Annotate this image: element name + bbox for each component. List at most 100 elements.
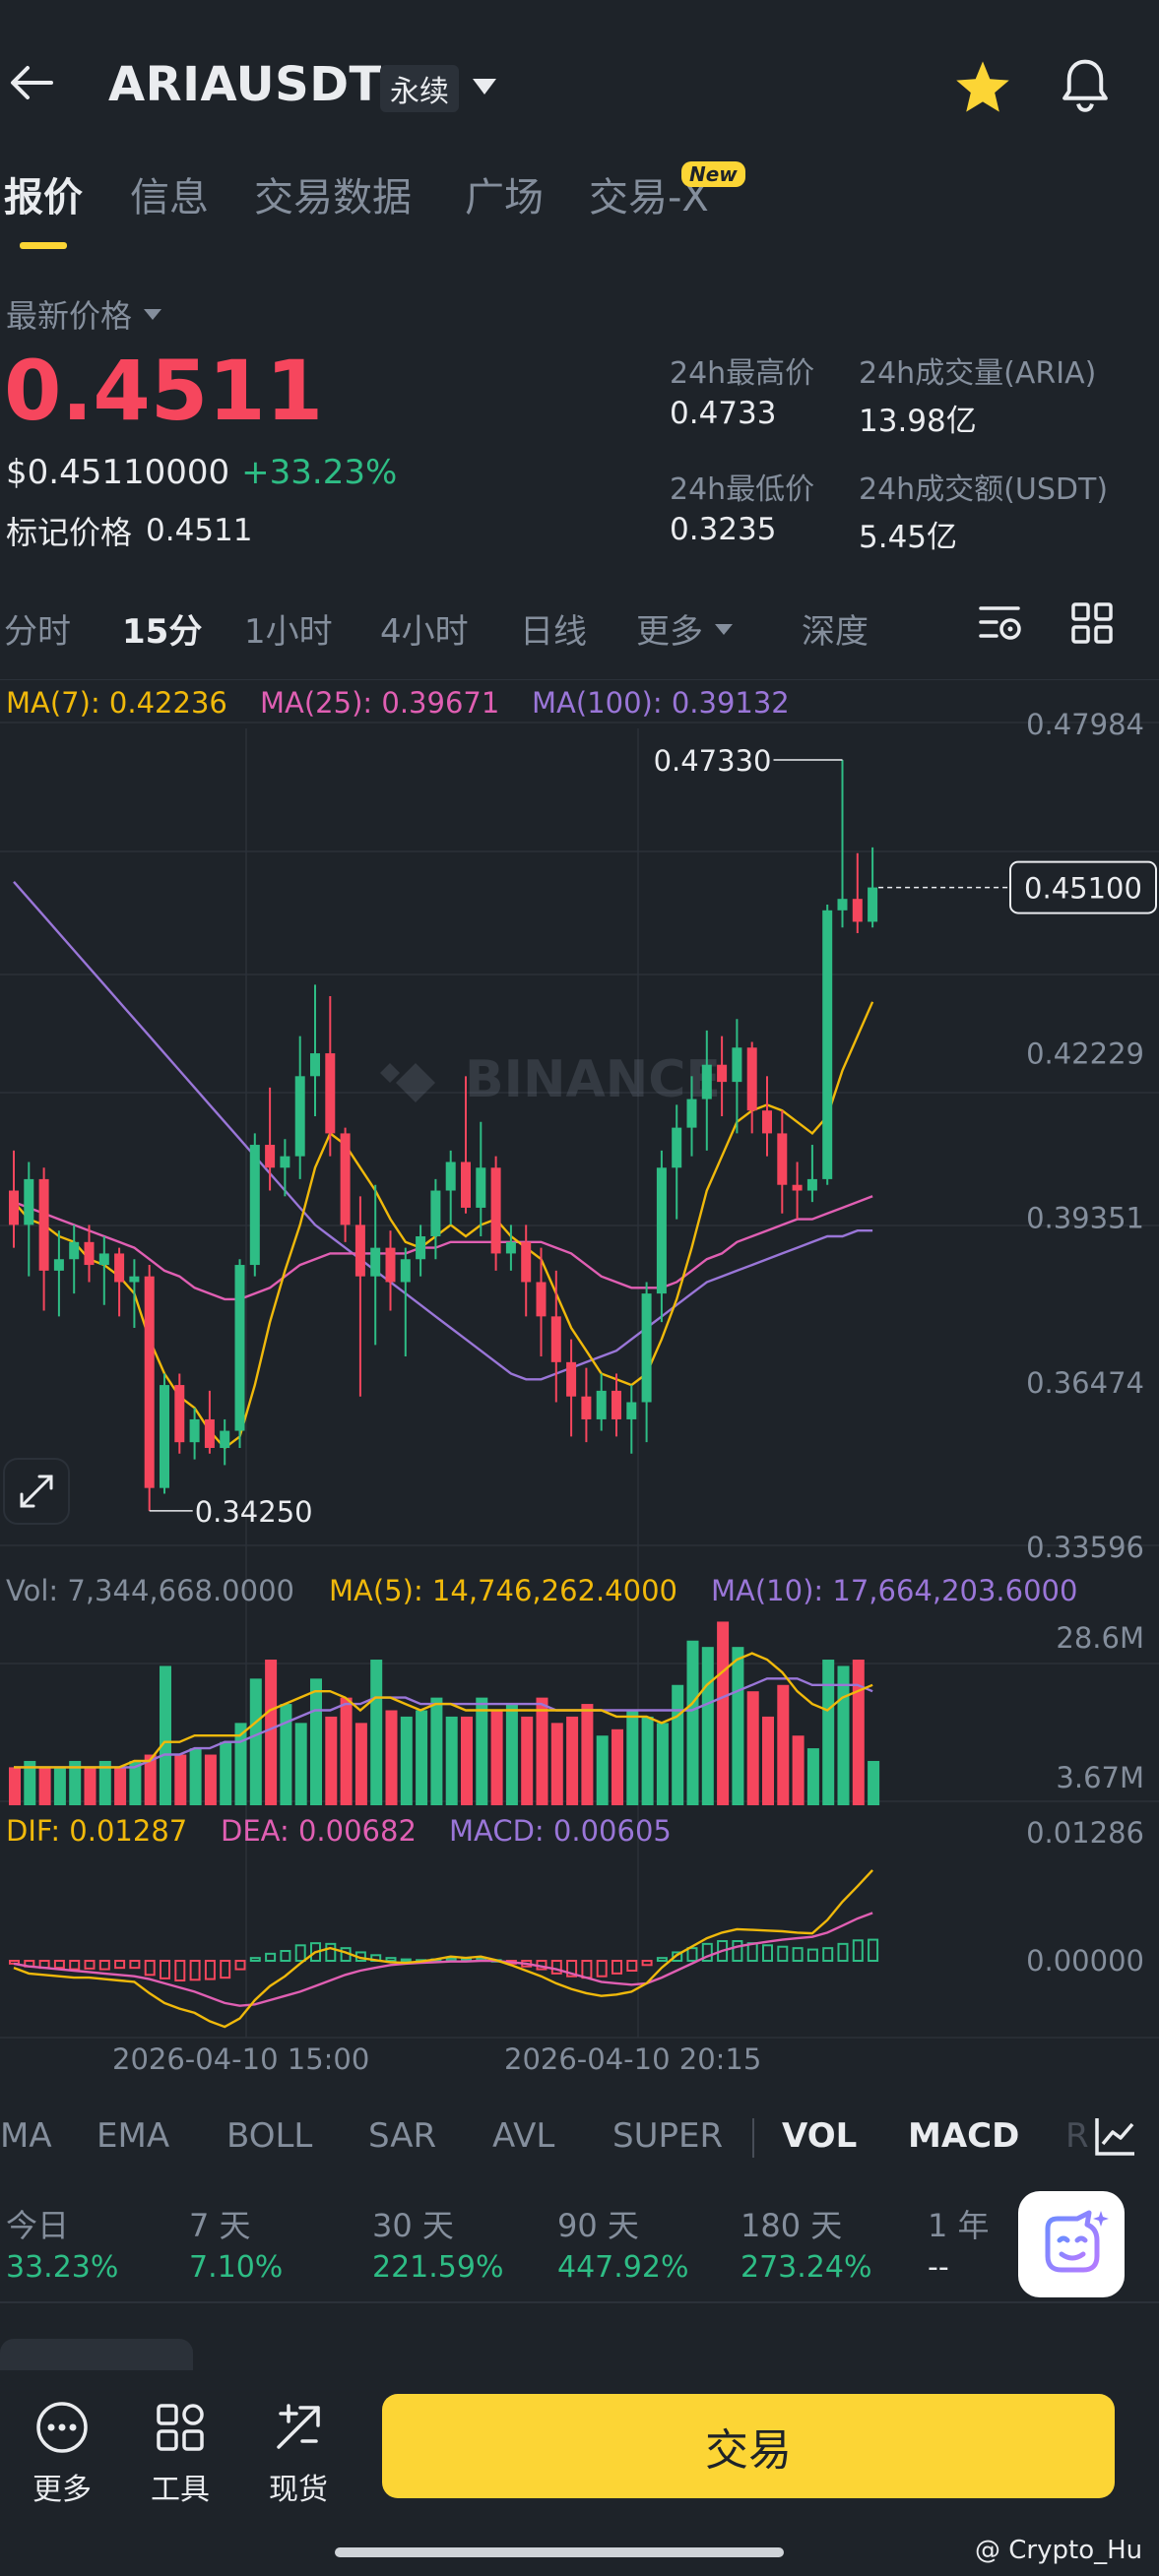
volume-bar bbox=[69, 1760, 82, 1805]
latest-price-selector[interactable]: 最新价格 bbox=[6, 291, 163, 337]
perf-value: 7.10% bbox=[189, 2250, 284, 2285]
ai-assistant-button[interactable] bbox=[1018, 2191, 1125, 2297]
candle-body bbox=[550, 1316, 561, 1362]
volume-bar bbox=[385, 1710, 398, 1805]
candle-body bbox=[340, 1133, 351, 1225]
perf-30d: 30 天 221.59% bbox=[372, 2201, 503, 2285]
candle-body bbox=[280, 1156, 290, 1168]
vol-ma5-line bbox=[14, 1652, 873, 1769]
volume-bar bbox=[9, 1767, 21, 1805]
grid-layout-icon[interactable] bbox=[1071, 602, 1113, 653]
more-button[interactable]: 更多 bbox=[18, 2400, 106, 2508]
volume-bar bbox=[868, 1760, 880, 1805]
current-price-tag-box bbox=[1009, 860, 1157, 914]
volume-bar bbox=[521, 1716, 534, 1805]
active-tab-indicator bbox=[20, 242, 67, 249]
interval-1h[interactable]: 1小时 bbox=[244, 612, 333, 652]
candle-body bbox=[717, 1064, 728, 1083]
star-icon[interactable] bbox=[953, 59, 1012, 118]
volume-bar bbox=[38, 1767, 51, 1805]
spot-button[interactable]: 现货 bbox=[254, 2400, 343, 2508]
volume-bar bbox=[265, 1660, 278, 1805]
candle-body bbox=[249, 1145, 260, 1266]
chevron-down-icon[interactable] bbox=[471, 77, 498, 100]
volume-bar bbox=[370, 1660, 383, 1805]
macd-hist-bar bbox=[220, 1960, 231, 1979]
trade-button[interactable]: 交易 bbox=[382, 2394, 1115, 2498]
interval-more[interactable]: 更多 bbox=[636, 604, 735, 653]
macd-hist-bar bbox=[400, 1958, 412, 1963]
volume-bar bbox=[84, 1767, 97, 1805]
candle-body bbox=[160, 1385, 169, 1488]
usd-price-row: $0.45110000 +33.23% bbox=[6, 453, 397, 492]
indicator-r[interactable]: R bbox=[1065, 2116, 1089, 2156]
latest-price-label: 最新价格 bbox=[6, 297, 133, 335]
author-watermark: @ Crypto_Hu bbox=[975, 2536, 1143, 2565]
interval-4h[interactable]: 4小时 bbox=[380, 612, 469, 652]
volume-bar bbox=[114, 1767, 127, 1805]
candle-body bbox=[310, 1053, 320, 1077]
kline-chart[interactable]: BINANCE MA(7): 0.42236 MA(25): 0.39671 M… bbox=[0, 679, 1159, 2097]
volume-bar bbox=[746, 1691, 759, 1805]
indicator-vol[interactable]: VOL bbox=[782, 2116, 858, 2156]
macd-hist-bar bbox=[641, 1960, 653, 1967]
interval-1d[interactable]: 日线 bbox=[520, 612, 587, 652]
candle-body bbox=[38, 1178, 49, 1271]
high-marker-label: 0.47330 bbox=[654, 744, 772, 778]
macd-hist-bar bbox=[174, 1960, 186, 1981]
volume-bar bbox=[792, 1735, 805, 1805]
perf-90d: 90 天 447.92% bbox=[557, 2201, 688, 2285]
indicator-sar[interactable]: SAR bbox=[368, 2116, 437, 2156]
indicator-avl[interactable]: AVL bbox=[492, 2116, 555, 2156]
bell-icon[interactable] bbox=[1058, 57, 1113, 118]
tab-info[interactable]: 信息 bbox=[130, 175, 209, 220]
indicator-ma[interactable]: MA bbox=[0, 2116, 52, 2156]
macd-hist-bar bbox=[249, 1957, 261, 1962]
tab-quote[interactable]: 报价 bbox=[4, 175, 83, 220]
mark-price-label: 标记价格 bbox=[6, 514, 133, 551]
macd-hist-bar bbox=[114, 1960, 126, 1970]
candle-body bbox=[581, 1396, 592, 1419]
candle-body bbox=[822, 910, 833, 1179]
interval-tick[interactable]: 分时 bbox=[4, 612, 71, 652]
price-axis-label: 0.42229 bbox=[1026, 1037, 1144, 1070]
ma7-line bbox=[13, 1001, 874, 1450]
tools-button[interactable]: 工具 bbox=[136, 2400, 225, 2508]
tab-trading-data[interactable]: 交易数据 bbox=[254, 175, 412, 220]
contract-type-badge: 永续 bbox=[380, 65, 459, 112]
24h-high-value: 0.4733 bbox=[670, 396, 777, 431]
indicator-super[interactable]: SUPER bbox=[612, 2116, 724, 2156]
indicator-ema[interactable]: EMA bbox=[97, 2116, 170, 2156]
more-label: 更多 bbox=[32, 2473, 92, 2507]
chart-settings-icon[interactable] bbox=[979, 602, 1024, 653]
candle-body bbox=[566, 1361, 577, 1397]
volume-bar bbox=[536, 1697, 548, 1805]
candle-body bbox=[204, 1418, 215, 1448]
indicator-boll[interactable]: BOLL bbox=[226, 2116, 313, 2156]
tab-square[interactable]: 广场 bbox=[465, 175, 544, 220]
symbol-title[interactable]: ARIAUSDT bbox=[108, 57, 382, 112]
volume-bar bbox=[641, 1716, 654, 1805]
volume-bar bbox=[505, 1704, 518, 1805]
volume-bar bbox=[490, 1710, 503, 1805]
volume-bar bbox=[144, 1754, 157, 1805]
volume-bar bbox=[310, 1678, 322, 1805]
macd-hist-bar bbox=[550, 1960, 562, 1975]
candle-body bbox=[626, 1402, 637, 1419]
macd-hist-bar bbox=[98, 1960, 110, 1971]
candle-body bbox=[852, 899, 863, 922]
indicator-macd[interactable]: MACD bbox=[908, 2116, 1020, 2156]
fullscreen-button[interactable] bbox=[3, 1458, 70, 1525]
volume-bar bbox=[837, 1665, 850, 1805]
back-arrow-icon[interactable] bbox=[8, 59, 55, 110]
indicator-settings-icon[interactable] bbox=[1093, 2114, 1138, 2167]
macd-axis-label: 0.00000 bbox=[1026, 1944, 1144, 1978]
volume-bar bbox=[129, 1760, 142, 1805]
mark-price-value: 0.4511 bbox=[146, 513, 253, 548]
interval-15m[interactable]: 15分 bbox=[122, 612, 203, 652]
macd-hist-bar bbox=[717, 1940, 729, 1962]
macd-dif-legend: DIF: 0.01287 bbox=[6, 1814, 187, 1848]
home-indicator[interactable] bbox=[335, 2547, 784, 2557]
macd-hist-bar bbox=[234, 1960, 246, 1971]
interval-depth[interactable]: 深度 bbox=[802, 612, 869, 652]
